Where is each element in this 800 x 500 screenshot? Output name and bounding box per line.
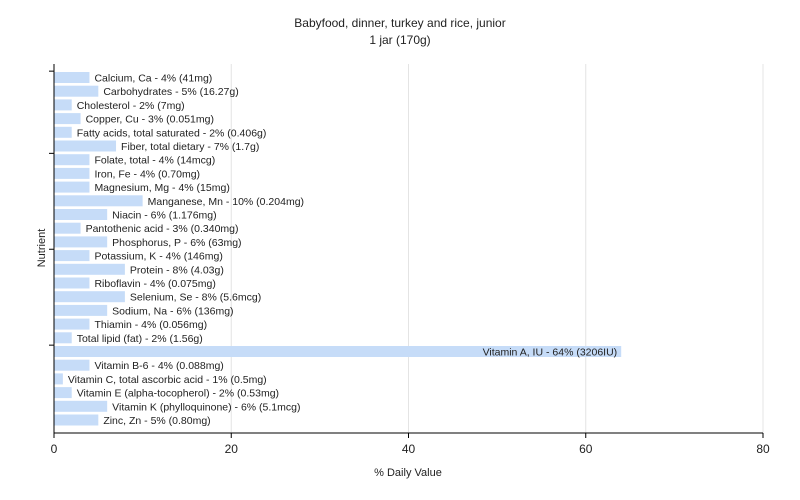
bar-label-23: Vitamin E (alpha-tocopherol) - 2% (0.53m… bbox=[77, 388, 279, 400]
bar-22 bbox=[54, 373, 63, 385]
bar-20 bbox=[54, 346, 622, 357]
bar-label-20: Vitamin A, IU - 64% (3206IU) bbox=[483, 347, 618, 359]
gridlines bbox=[230, 64, 764, 433]
x-axis-title: % Daily Value bbox=[374, 467, 442, 479]
bar-label-11: Pantothenic acid - 3% (0.340mg) bbox=[86, 223, 239, 235]
bar-label-9: Manganese, Mn - 10% (0.204mg) bbox=[148, 196, 304, 208]
bar-label-19: Total lipid (fat) - 2% (1.56g) bbox=[77, 333, 203, 345]
x-tick-label-20: 20 bbox=[225, 442, 239, 456]
bar-1 bbox=[54, 85, 99, 97]
bar-label-1: Carbohydrates - 5% (16.27g) bbox=[103, 86, 238, 98]
bar-label-4: Fatty acids, total saturated - 2% (0.406… bbox=[77, 127, 267, 139]
bar-label-5: Fiber, total dietary - 7% (1.7g) bbox=[121, 141, 259, 153]
bar-label-24: Vitamin K (phylloquinone) - 6% (5.1mcg) bbox=[112, 401, 300, 413]
bar-9 bbox=[54, 195, 143, 207]
bar-8 bbox=[54, 181, 90, 193]
bar-11 bbox=[54, 222, 81, 234]
bar-label-16: Selenium, Se - 8% (5.6mcg) bbox=[130, 292, 261, 304]
bar-label-2: Cholesterol - 2% (7mg) bbox=[77, 100, 185, 112]
bar-15 bbox=[54, 277, 90, 289]
x-tick-label-0: 0 bbox=[51, 442, 58, 456]
chart-title: Babyfood, dinner, turkey and rice, junio… bbox=[294, 16, 506, 30]
bar-18 bbox=[54, 318, 90, 330]
bar-4 bbox=[54, 126, 72, 138]
bar-label-12: Phosphorus, P - 6% (63mg) bbox=[112, 237, 241, 249]
bar-label-15: Riboflavin - 4% (0.075mg) bbox=[94, 278, 215, 290]
bar-6 bbox=[54, 154, 90, 166]
chart-subtitle: 1 jar (170g) bbox=[369, 33, 431, 47]
bar-14 bbox=[54, 263, 125, 275]
bar-21 bbox=[54, 359, 90, 371]
bar-label-10: Niacin - 6% (1.176mg) bbox=[112, 210, 216, 222]
bar-label-18: Thiamin - 4% (0.056mg) bbox=[94, 319, 207, 331]
bar-label-21: Vitamin B-6 - 4% (0.088mg) bbox=[94, 360, 223, 372]
bar-7 bbox=[54, 167, 90, 179]
bar-0 bbox=[54, 72, 90, 83]
x-tick-label-80: 80 bbox=[756, 442, 770, 456]
bar-label-8: Magnesium, Mg - 4% (15mg) bbox=[94, 182, 229, 194]
bar-label-7: Iron, Fe - 4% (0.70mg) bbox=[94, 168, 200, 180]
bar-label-14: Protein - 8% (4.03g) bbox=[130, 264, 224, 276]
bar-19 bbox=[54, 332, 72, 344]
bar-10 bbox=[54, 209, 108, 220]
axes: 0 20 40 60 80 bbox=[49, 64, 770, 456]
bar-label-6: Folate, total - 4% (14mcg) bbox=[94, 155, 215, 167]
x-tick-label-60: 60 bbox=[579, 442, 593, 456]
bar-label-3: Copper, Cu - 3% (0.051mg) bbox=[86, 114, 214, 126]
bar-2 bbox=[54, 99, 72, 111]
bar-23 bbox=[54, 387, 72, 399]
bar-25 bbox=[54, 414, 99, 426]
bar-label-17: Sodium, Na - 6% (136mg) bbox=[112, 305, 233, 317]
bar-12 bbox=[54, 236, 108, 248]
bar-16 bbox=[54, 291, 125, 303]
bar-label-13: Potassium, K - 4% (146mg) bbox=[94, 251, 222, 263]
bars: Calcium, Ca - 4% (41mg)Carbohydrates - 5… bbox=[54, 72, 622, 427]
bar-label-0: Calcium, Ca - 4% (41mg) bbox=[94, 73, 212, 85]
bar-24 bbox=[54, 400, 108, 412]
x-tick-label-40: 40 bbox=[402, 442, 416, 456]
bar-label-22: Vitamin C, total ascorbic acid - 1% (0.5… bbox=[68, 374, 267, 386]
bar-17 bbox=[54, 304, 108, 316]
bar-13 bbox=[54, 250, 90, 262]
bar-label-25: Zinc, Zn - 5% (0.80mg) bbox=[103, 415, 210, 427]
bar-5 bbox=[54, 140, 117, 152]
bar-3 bbox=[54, 113, 81, 125]
y-axis-title: Nutrient bbox=[36, 229, 48, 268]
